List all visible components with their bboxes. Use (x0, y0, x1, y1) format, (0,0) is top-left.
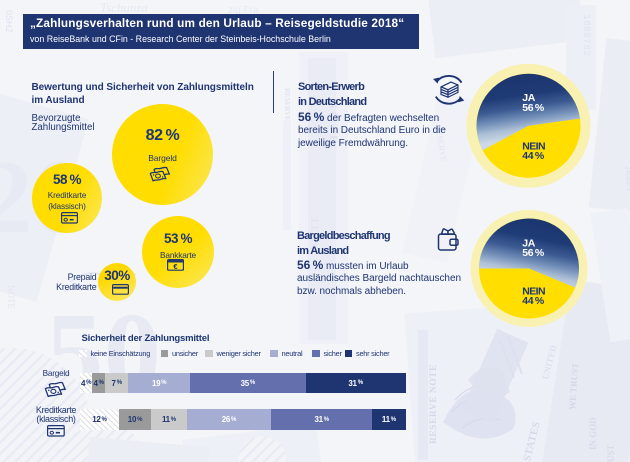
svg-text:WE TRUST: WE TRUST (567, 362, 580, 410)
svg-text:zig Fra: zig Fra (228, 5, 259, 16)
svg-text:NOTE: NOTE (327, 100, 341, 146)
svg-text:IN GOD: IN GOD (588, 417, 598, 450)
svg-text:NEIN: NEIN (522, 286, 545, 298)
svg-text:NEIN: NEIN (522, 140, 545, 152)
svg-text:0SH2: 0SH2 (4, 10, 14, 33)
svg-text:RESERVE NOTE: RESERVE NOTE (429, 364, 439, 444)
svg-text:16887: 16887 (623, 165, 630, 192)
svg-text:JA: JA (522, 92, 535, 104)
svg-text:Tschunza: Tschunza (100, 0, 148, 15)
svg-text:RESERVE: RESERVE (283, 88, 291, 121)
svg-text:1688782: 1688782 (580, 14, 591, 56)
svg-text:56 %: 56 % (522, 247, 545, 259)
svg-text:JA: JA (522, 238, 535, 250)
svg-text:€: € (173, 262, 178, 271)
svg-text:NOTE: NOTE (310, 214, 321, 250)
svg-text:44 %: 44 % (522, 150, 545, 162)
svg-text:NOTE: NOTE (6, 285, 16, 309)
svg-text:44 %: 44 % (522, 295, 545, 307)
svg-text:UST: UST (606, 444, 616, 462)
svg-text:56 %: 56 % (522, 102, 545, 114)
